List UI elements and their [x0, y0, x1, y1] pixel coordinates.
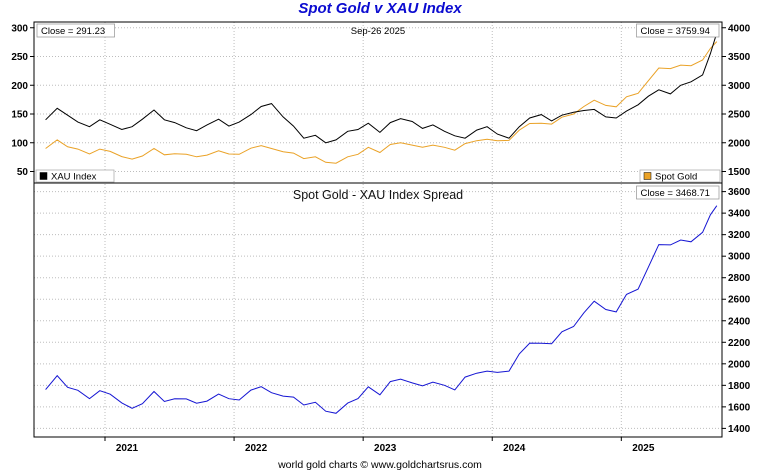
series-xau-index: [45, 32, 718, 144]
y-tick-label-right: 3200: [728, 230, 751, 241]
y-tick-label-right: 4000: [728, 23, 751, 34]
footer-credit: world gold charts © www.goldchartsrus.co…: [278, 459, 482, 471]
x-tick-label: 2024: [503, 443, 526, 454]
bottom-panel-axes: 3600 3400 3200 3000 2800 2600 2400 2200 2000 1800…: [34, 187, 751, 435]
gold-legend-label: Spot Gold: [655, 172, 697, 183]
y-tick-label-right: 2400: [728, 316, 751, 327]
y-tick-label-left: 300: [11, 23, 28, 34]
annotation-box: [636, 23, 720, 38]
legend: XAU Index Spot Gold: [35, 169, 721, 183]
legend-box: [35, 169, 115, 183]
y-tick-label-left: 250: [11, 52, 28, 63]
annotation-box: [636, 185, 720, 200]
y-tick-label-left: 100: [11, 138, 28, 149]
top-panel-border: [33, 21, 723, 184]
y-tick-label-left: 150: [11, 110, 28, 121]
y-tick-label-right: 3600: [728, 187, 751, 198]
series-spot-gold: [45, 41, 718, 164]
y-tick-label-right: 1500: [728, 167, 751, 178]
y-tick-label-left: 50: [17, 167, 29, 178]
y-tick-label-right: 2000: [728, 359, 751, 370]
xau-legend-label: XAU Index: [51, 172, 97, 183]
y-tick-label-right: 2200: [728, 338, 751, 349]
xau-legend-swatch: [39, 172, 48, 180]
series-spread: [45, 205, 718, 414]
x-tick-label: 2023: [374, 443, 397, 454]
y-tick-label-right: 3000: [728, 81, 751, 92]
x-axis: 2021 2022 2023 2024 2025: [104, 22, 655, 454]
x-tick-label: 2021: [116, 443, 139, 454]
y-tick-label-right: 3500: [728, 52, 751, 63]
spread-close-label: Close = 3468.71: [641, 188, 710, 199]
legend-box: [639, 169, 721, 183]
y-tick-label-right: 1400: [728, 424, 751, 435]
y-tick-label-left: 200: [11, 81, 28, 92]
y-tick-label-right: 2500: [728, 110, 751, 121]
chart-canvas: 2021 2022 2023 2024 2025 300 250 200 150 100 50 400…: [11, 21, 751, 454]
x-tick-label: 2022: [245, 443, 268, 454]
top-panel-axes: 300 250 200 150 100 50 4000 3500 3000 2500 2000 150…: [11, 23, 750, 178]
y-tick-label-right: 2600: [728, 295, 751, 306]
y-tick-label-right: 3000: [728, 252, 751, 263]
y-tick-label-right: 2000: [728, 138, 751, 149]
annotation-box: [36, 23, 115, 38]
chart-title: Spot Gold v XAU Index: [298, 0, 462, 17]
xau-close-label: Close = 291.23: [41, 26, 105, 37]
x-tick-label: 2025: [632, 443, 655, 454]
y-tick-label-right: 1600: [728, 402, 751, 413]
y-tick-label-right: 2800: [728, 273, 751, 284]
date-label: Sep-26 2025: [351, 26, 405, 37]
y-tick-label-right: 1800: [728, 381, 751, 392]
spread-panel-title: Spot Gold - XAU Index Spread: [293, 188, 463, 202]
y-tick-label-right: 3400: [728, 209, 751, 220]
bottom-panel-border: [33, 182, 723, 438]
gold-legend-swatch: [643, 172, 652, 180]
gold-close-label: Close = 3759.94: [641, 26, 710, 37]
